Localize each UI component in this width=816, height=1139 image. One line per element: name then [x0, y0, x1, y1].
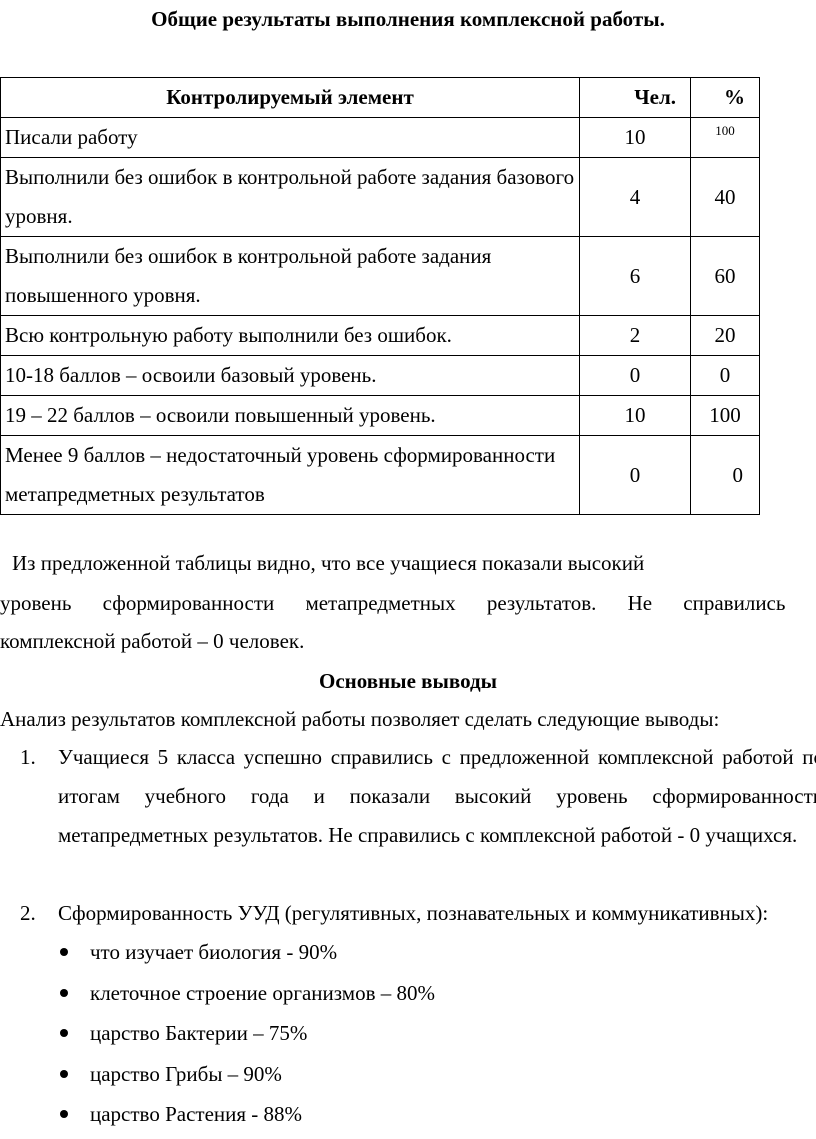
- cell-element: Выполнили без ошибок в контрольной работ…: [0, 157, 580, 237]
- cell-count: 6: [579, 236, 691, 316]
- header-percent: %: [690, 77, 760, 118]
- cell-element: Менее 9 баллов – недостаточный уровень с…: [0, 435, 580, 515]
- cell-element: Выполнили без ошибок в контрольной работ…: [0, 236, 580, 316]
- cell-percent: 60: [690, 236, 760, 316]
- table-row: Менее 9 баллов – недостаточный уровень с…: [0, 435, 760, 515]
- cell-count: 10: [579, 117, 691, 158]
- cell-percent: 100: [690, 117, 760, 158]
- bullet-item: что изучает биология - 90%: [58, 932, 435, 973]
- list-item: Сформированность УУД (регулятивных, позн…: [58, 901, 769, 925]
- cell-count: 0: [579, 435, 691, 515]
- cell-percent: 40: [690, 157, 760, 237]
- table-row: Всю контрольную работу выполнили без оши…: [0, 315, 760, 356]
- cell-element: Писали работу: [0, 117, 580, 158]
- conclusions-intro: Анализ результатов комплексной работы по…: [0, 707, 720, 731]
- table-row: Выполнили без ошибок в контрольной работ…: [0, 157, 760, 237]
- cell-percent: 0: [690, 435, 760, 515]
- cell-percent: 0: [690, 355, 760, 396]
- cell-count: 0: [579, 355, 691, 396]
- bullet-item: клеточное строение организмов – 80%: [58, 973, 435, 1014]
- cell-element: 19 – 22 баллов – освоили повышенный уров…: [0, 395, 580, 436]
- results-table: Контролируемый элемент Чел. % Писали раб…: [0, 77, 760, 515]
- cell-element: Всю контрольную работу выполнили без оши…: [0, 315, 580, 356]
- paragraph-line: уровень сформированности метапредметных …: [0, 591, 816, 615]
- table-row: Писали работу 10 100: [0, 117, 760, 158]
- bullet-list: что изучает биология - 90% клеточное стр…: [58, 932, 435, 1135]
- page-title: Общие результаты выполнения комплексной …: [151, 7, 665, 31]
- section-heading: Основные выводы: [319, 669, 497, 693]
- header-element: Контролируемый элемент: [0, 77, 580, 118]
- list-number: 2.: [20, 901, 36, 925]
- bullet-item: царство Бактерии – 75%: [58, 1013, 435, 1054]
- cell-count: 4: [579, 157, 691, 237]
- table-row: 19 – 22 баллов – освоили повышенный уров…: [0, 395, 760, 436]
- header-count: Чел.: [579, 77, 691, 118]
- cell-percent: 100: [690, 395, 760, 436]
- cell-element: 10-18 баллов – освоили базовый уровень.: [0, 355, 580, 396]
- paragraph-line: Из предложенной таблицы видно, что все у…: [12, 551, 645, 575]
- cell-count: 2: [579, 315, 691, 356]
- list-item: Учащиеся 5 класса успешно справились с п…: [58, 745, 816, 847]
- bullet-item: царство Растения - 88%: [58, 1094, 435, 1135]
- bullet-item: царство Грибы – 90%: [58, 1054, 435, 1095]
- list-number: 1.: [20, 745, 36, 769]
- table-row: Выполнили без ошибок в контрольной работ…: [0, 236, 760, 316]
- paragraph-line: комплексной работой – 0 человек.: [0, 629, 305, 653]
- table-row: 10-18 баллов – освоили базовый уровень. …: [0, 355, 760, 396]
- cell-percent: 20: [690, 315, 760, 356]
- table-header-row: Контролируемый элемент Чел. %: [0, 77, 760, 118]
- cell-count: 10: [579, 395, 691, 436]
